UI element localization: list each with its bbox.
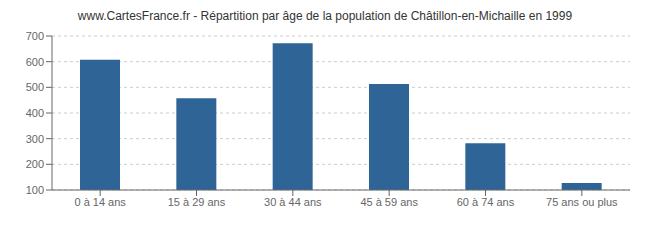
svg-text:60 à 74 ans: 60 à 74 ans: [457, 196, 515, 208]
svg-text:0 à 14 ans: 0 à 14 ans: [74, 196, 126, 208]
svg-text:75 ans ou plus: 75 ans ou plus: [546, 196, 618, 208]
svg-text:15 à 29 ans: 15 à 29 ans: [168, 196, 226, 208]
svg-text:200: 200: [26, 158, 44, 170]
svg-text:700: 700: [26, 30, 44, 42]
svg-text:600: 600: [26, 56, 44, 68]
svg-text:500: 500: [26, 81, 44, 93]
html-text:www.CartesFrance.fr - Répartit: www.CartesFrance.fr - Répartition par âg…: [77, 9, 573, 23]
svg-text:45 à 59 ans: 45 à 59 ans: [360, 196, 418, 208]
svg-text:100: 100: [26, 184, 44, 196]
svg-text:400: 400: [26, 107, 44, 119]
svg-text:30 à 44 ans: 30 à 44 ans: [264, 196, 322, 208]
svg-text:300: 300: [26, 133, 44, 145]
